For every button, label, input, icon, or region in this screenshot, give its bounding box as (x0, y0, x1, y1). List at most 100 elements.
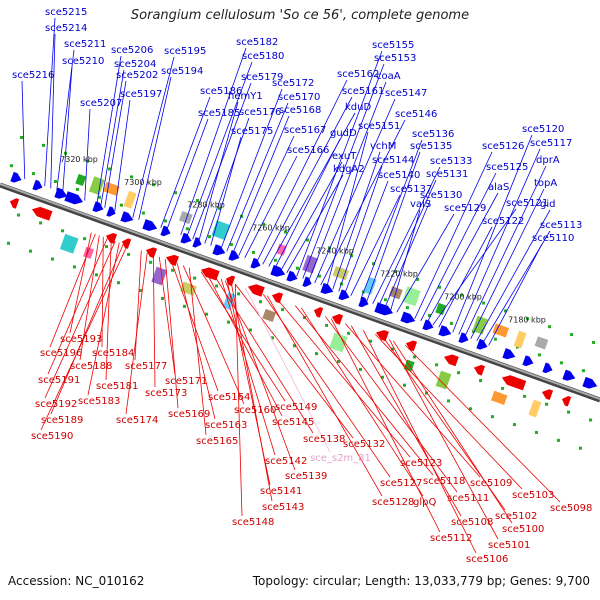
track-dot (405, 306, 409, 310)
leader-line (100, 69, 125, 207)
track-dot (174, 191, 178, 195)
leader-line (488, 243, 543, 346)
forward-gene (400, 311, 416, 324)
track-dot (259, 300, 263, 304)
forward-gene-label: sce5172 (272, 78, 314, 89)
leader-line (232, 115, 290, 254)
track-dot (94, 273, 98, 277)
forward-gene (192, 237, 202, 248)
reverse-gene-label: sce5112 (430, 533, 472, 544)
reverse-gene-label: sce5196 (40, 348, 82, 359)
leader-line (362, 329, 477, 554)
feature-block (75, 173, 87, 187)
track-dot (504, 309, 508, 313)
leader-line (426, 192, 499, 324)
track-dot (207, 235, 211, 239)
reverse-gene (225, 275, 236, 287)
forward-gene-label: sce5216 (12, 70, 54, 81)
forward-gene-labels: sce5215 sce5214 sce5211 sce5210 sce5216 sce52… (12, 7, 582, 244)
reverse-gene (105, 233, 118, 244)
reverse-gene (375, 330, 389, 342)
reverse-gene-label: sce5173 (145, 388, 187, 399)
track-dot (86, 159, 90, 163)
leader-line (84, 108, 91, 201)
reverse-gene-label: sce5145 (272, 417, 314, 428)
forward-gene (338, 289, 350, 301)
leader-line (268, 112, 356, 267)
track-dot (328, 246, 332, 250)
genome-backbone (0, 182, 600, 403)
track-dot (325, 323, 329, 327)
forward-gene-label: sce5130 (420, 190, 462, 201)
reverse-gene-label: sce5103 (512, 490, 554, 501)
track-dot (460, 293, 464, 297)
forward-gene (522, 355, 534, 367)
forward-gene (422, 319, 434, 331)
track-dot (559, 361, 563, 365)
track-dot (523, 394, 527, 398)
track-dot (160, 296, 164, 300)
reverse-gene-label: sce5139 (285, 471, 327, 482)
track-dot (251, 250, 255, 254)
forward-gene (64, 191, 83, 205)
track-dot (50, 257, 54, 261)
leader-line (396, 213, 455, 313)
forward-gene-label: sce5206 (111, 45, 153, 56)
track-dot (196, 199, 200, 203)
leader-line (414, 151, 493, 319)
topology-stats-text: Topology: circular; Length: 13,033,779 b… (252, 574, 590, 588)
leader-line (464, 165, 547, 337)
leader-line (330, 318, 441, 533)
track-dot (534, 430, 538, 434)
leader-line (230, 282, 273, 502)
forward-gene (212, 244, 226, 256)
track-dot (567, 410, 571, 414)
leader-line (104, 80, 127, 208)
forward-gene-label: sce5140 (378, 170, 420, 181)
reverse-gene-label: sce5101 (488, 540, 530, 551)
forward-gene (302, 276, 312, 287)
leader-line (378, 179, 437, 307)
reverse-gene-label: sce5188 (70, 361, 112, 372)
gene-features (9, 171, 598, 418)
track-dot (270, 336, 274, 340)
track-dot (570, 333, 574, 337)
leader-line (204, 117, 250, 244)
reverse-gene (200, 267, 220, 281)
reverse-gene-label: sce5165 (196, 436, 238, 447)
leader-line (238, 135, 295, 256)
feature-block (435, 370, 452, 390)
forward-gene-label: sce5147 (385, 88, 427, 99)
leader-line (234, 283, 354, 439)
leader-line (372, 166, 441, 304)
accession-text: Accession: NC_010162 (8, 574, 145, 588)
leader-line (344, 180, 389, 294)
track-dot (501, 386, 505, 390)
track-dot (218, 206, 222, 210)
forward-gene (228, 249, 240, 261)
kbp-label: 7280 kbp (187, 200, 225, 209)
reverse-gene (31, 206, 53, 221)
feature-block (83, 246, 94, 259)
forward-gene (502, 348, 516, 360)
leader-line (324, 316, 458, 493)
leader-line (96, 55, 122, 205)
track-dot (72, 265, 76, 269)
forward-gene-label: sce5168 (279, 105, 321, 116)
leader-line (160, 96, 211, 228)
forward-gene-label: sce5204 (114, 59, 156, 70)
reverse-gene (501, 375, 527, 391)
track-dot (42, 143, 46, 147)
forward-gene-label: sce5195 (164, 46, 206, 57)
reverse-gene-label: sce5190 (31, 431, 73, 442)
track-dot (53, 179, 57, 183)
track-dot (347, 331, 351, 335)
forward-gene-label: gid (540, 199, 555, 210)
feature-block (329, 332, 348, 353)
forward-gene-label: sce5186 (200, 86, 242, 97)
forward-gene-label: sce5167 (284, 125, 326, 136)
reverse-gene-label: sce5148 (232, 517, 274, 528)
leader-line (176, 263, 216, 420)
reverse-gene-label: sce5183 (78, 396, 120, 407)
track-dot (306, 238, 310, 242)
